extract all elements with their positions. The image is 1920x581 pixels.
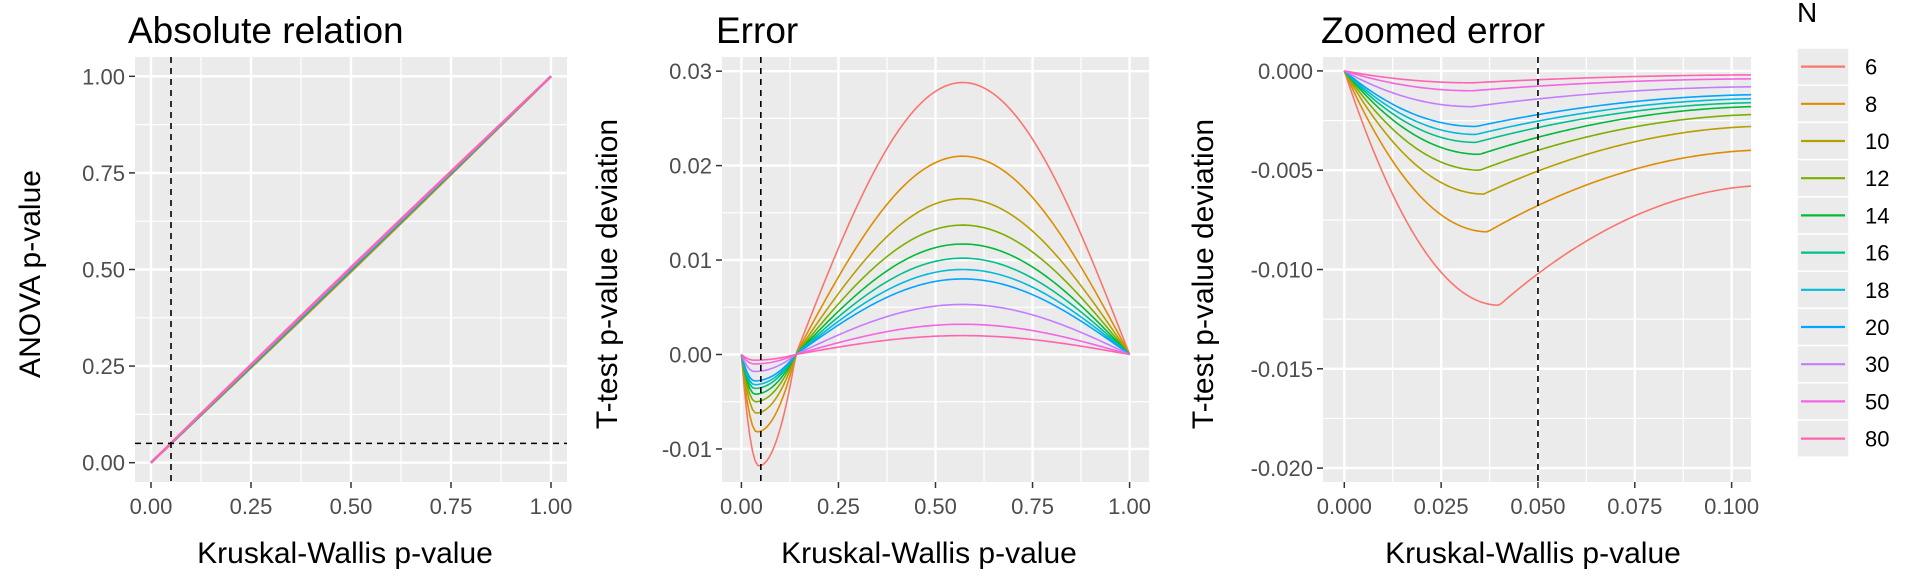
y-axis-label: T-test p-value deviation — [591, 119, 624, 429]
y-tick-label: 0.01 — [669, 248, 712, 273]
y-tick-label: 1.00 — [82, 64, 125, 89]
legend-label: 6 — [1865, 55, 1877, 80]
series-line-16 — [740, 257, 1131, 390]
series-line-10 — [740, 197, 1131, 414]
legend-label: 12 — [1865, 166, 1889, 191]
series-line-20 — [1343, 70, 1752, 128]
legend-label: 16 — [1865, 241, 1889, 266]
x-tick-label: 1.00 — [530, 494, 573, 519]
legend-title: N — [1797, 0, 1817, 28]
legend-item: 12 — [1796, 158, 1889, 198]
y-tick-label: 0.00 — [669, 343, 712, 368]
y-tick-label: 0.25 — [82, 354, 125, 379]
series-group — [135, 57, 567, 482]
legend-item: 30 — [1796, 344, 1889, 384]
x-tick-label: 0.25 — [817, 494, 860, 519]
y-axis-label: ANOVA p-value — [14, 170, 47, 378]
legend-item: 8 — [1796, 84, 1877, 124]
y-tick-label: -0.005 — [1251, 158, 1313, 183]
x-tick-label: 0.50 — [330, 494, 373, 519]
x-tick-label: 0.050 — [1510, 494, 1565, 519]
x-tick-label: 0.100 — [1704, 494, 1759, 519]
y-tick-label: 0.75 — [82, 161, 125, 186]
x-tick-label: 0.75 — [430, 494, 473, 519]
x-tick-label: 0.00 — [130, 494, 173, 519]
y-tick-label: 0.50 — [82, 258, 125, 283]
plot-area: 0.00 0.25 0.50 0.75 1.00 -0.01 0.00 0.01 0.02 0.0… — [662, 57, 1151, 519]
series-line-80 — [150, 75, 552, 464]
panel-title: Zoomed error — [1321, 10, 1545, 51]
x-tick-label: 0.075 — [1607, 494, 1662, 519]
legend: N 6 8 10 12 14 16 18 20 30 50 80 — [1796, 0, 1889, 458]
legend-label: 18 — [1865, 278, 1889, 303]
x-tick-label: 0.00 — [720, 494, 763, 519]
x-tick-label: 1.00 — [1108, 494, 1151, 519]
legend-label: 80 — [1865, 427, 1889, 452]
panel-title: Error — [716, 10, 798, 51]
x-tick-label: 0.25 — [230, 494, 273, 519]
y-tick-label: -0.015 — [1251, 357, 1313, 382]
y-tick-label: -0.020 — [1251, 456, 1313, 481]
legend-label: 20 — [1865, 315, 1889, 340]
legend-item: 16 — [1796, 233, 1889, 272]
panel-zoomed-error: 0.000 0.025 0.050 0.075 0.100 -0.020 -0.015 -0.… — [1187, 10, 1759, 570]
y-tick-label: -0.01 — [662, 437, 712, 462]
series-line-18 — [1343, 70, 1752, 136]
legend-item: 80 — [1796, 419, 1889, 458]
series-line-30 — [1343, 70, 1752, 108]
y-tick-label: 0.03 — [669, 59, 712, 84]
series-line-6 — [1343, 70, 1752, 307]
plot-area: 0.00 0.25 0.50 0.75 1.00 0.00 0.25 0.50 0.75 1.00 — [82, 57, 572, 519]
y-tick-label: 0.02 — [669, 154, 712, 179]
series-line-14 — [1343, 70, 1752, 156]
legend-label: 10 — [1865, 129, 1889, 154]
legend-label: 8 — [1865, 92, 1877, 117]
series-line-50 — [1344, 70, 1752, 92]
series-line-12 — [1343, 70, 1752, 171]
series-line-80 — [1344, 70, 1752, 84]
legend-label: 14 — [1865, 203, 1889, 228]
x-tick-label: 0.025 — [1414, 494, 1469, 519]
series-group — [740, 57, 1131, 482]
x-tick-label: 0.75 — [1011, 494, 1054, 519]
y-tick-label: 0.00 — [82, 451, 125, 476]
legend-item: 20 — [1796, 307, 1889, 347]
panel-error: 0.00 0.25 0.50 0.75 1.00 -0.01 0.00 0.01 0.02 0.0… — [591, 10, 1151, 570]
x-axis-label: Kruskal-Wallis p-value — [781, 537, 1077, 570]
x-tick-label: 0.000 — [1317, 494, 1372, 519]
y-axis-label: T-test p-value deviation — [1187, 119, 1220, 429]
series-line-6 — [740, 81, 1131, 467]
series-line-8 — [740, 155, 1131, 433]
series-line-80 — [740, 334, 1130, 361]
series-line-16 — [1343, 70, 1752, 144]
panel-title: Absolute relation — [128, 10, 404, 51]
plot-area: 0.000 0.025 0.050 0.075 0.100 -0.020 -0.015 -0.… — [1251, 57, 1759, 519]
series-line-50 — [740, 323, 1130, 365]
panel-absolute-relation: 0.00 0.25 0.50 0.75 1.00 0.00 0.25 0.50 0.75 1.00… — [14, 10, 572, 570]
legend-label: 30 — [1865, 352, 1889, 377]
legend-item: 10 — [1796, 121, 1889, 161]
y-tick-label: -0.010 — [1251, 258, 1313, 283]
series-line-12 — [740, 224, 1131, 403]
y-tick-label: 0.000 — [1258, 59, 1313, 84]
x-axis-label: Kruskal-Wallis p-value — [197, 537, 493, 570]
legend-item: 50 — [1796, 382, 1889, 421]
x-axis-label: Kruskal-Wallis p-value — [1385, 537, 1681, 570]
series-line-14 — [740, 243, 1131, 395]
series-line-10 — [1343, 70, 1752, 195]
legend-item: 18 — [1796, 270, 1889, 310]
x-tick-label: 0.50 — [914, 494, 957, 519]
legend-label: 50 — [1865, 389, 1889, 414]
legend-item: 14 — [1796, 196, 1889, 235]
series-group — [1343, 57, 1752, 482]
series-line-8 — [1343, 70, 1752, 233]
series-line-30 — [740, 303, 1130, 373]
legend-item: 6 — [1796, 47, 1877, 86]
series-line-20 — [740, 278, 1131, 382]
